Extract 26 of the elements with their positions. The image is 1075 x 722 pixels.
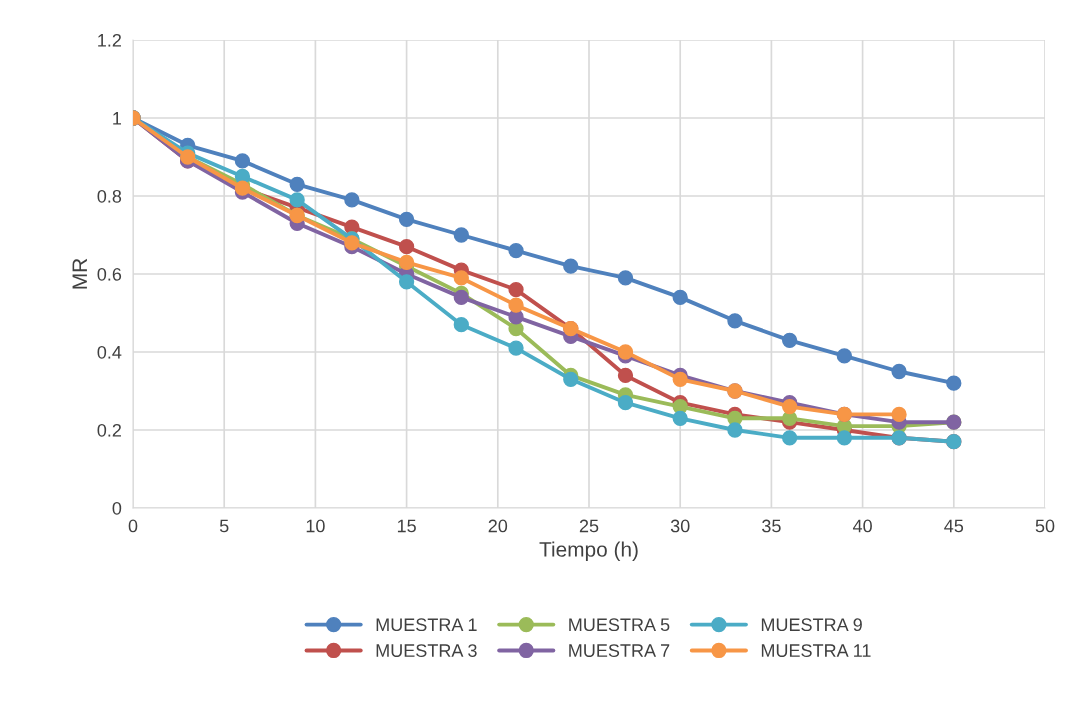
y-tick-label: 0.2 — [97, 423, 121, 437]
y-tick-label: 0 — [112, 501, 122, 515]
x-tick-label: 20 — [488, 519, 508, 533]
x-axis-title: Tiempo (h) — [539, 541, 638, 561]
x-tick-label: 25 — [579, 519, 599, 533]
y-tick-label: 1.2 — [98, 33, 121, 47]
x-tick-label: 15 — [397, 519, 416, 533]
y-tick-label: 0.4 — [97, 345, 122, 359]
x-tick-label: 10 — [306, 519, 325, 533]
legend-label: MUESTRA 9 — [761, 618, 862, 632]
legend-label: MUESTRA 1 — [376, 618, 477, 632]
legend-label: MUESTRA 11 — [761, 644, 871, 657]
y-axis-title: MR — [72, 258, 87, 289]
x-tick-label: 40 — [852, 519, 872, 533]
y-tick-label: 0.8 — [97, 189, 122, 203]
x-tick-label: 45 — [944, 519, 964, 533]
legend-label: MUESTRA 7 — [569, 644, 670, 657]
x-tick-label: 35 — [762, 519, 781, 533]
x-tick-label: 5 — [219, 519, 229, 533]
y-tick-label: 1 — [113, 112, 122, 125]
legend-label: MUESTRA 5 — [569, 618, 670, 632]
x-tick-label: 50 — [1035, 519, 1055, 533]
x-tick-label: 0 — [128, 519, 138, 533]
legend-label: MUESTRA 3 — [376, 644, 477, 657]
x-tick-label: 30 — [670, 519, 690, 533]
y-tick-label: 0.6 — [97, 267, 122, 281]
